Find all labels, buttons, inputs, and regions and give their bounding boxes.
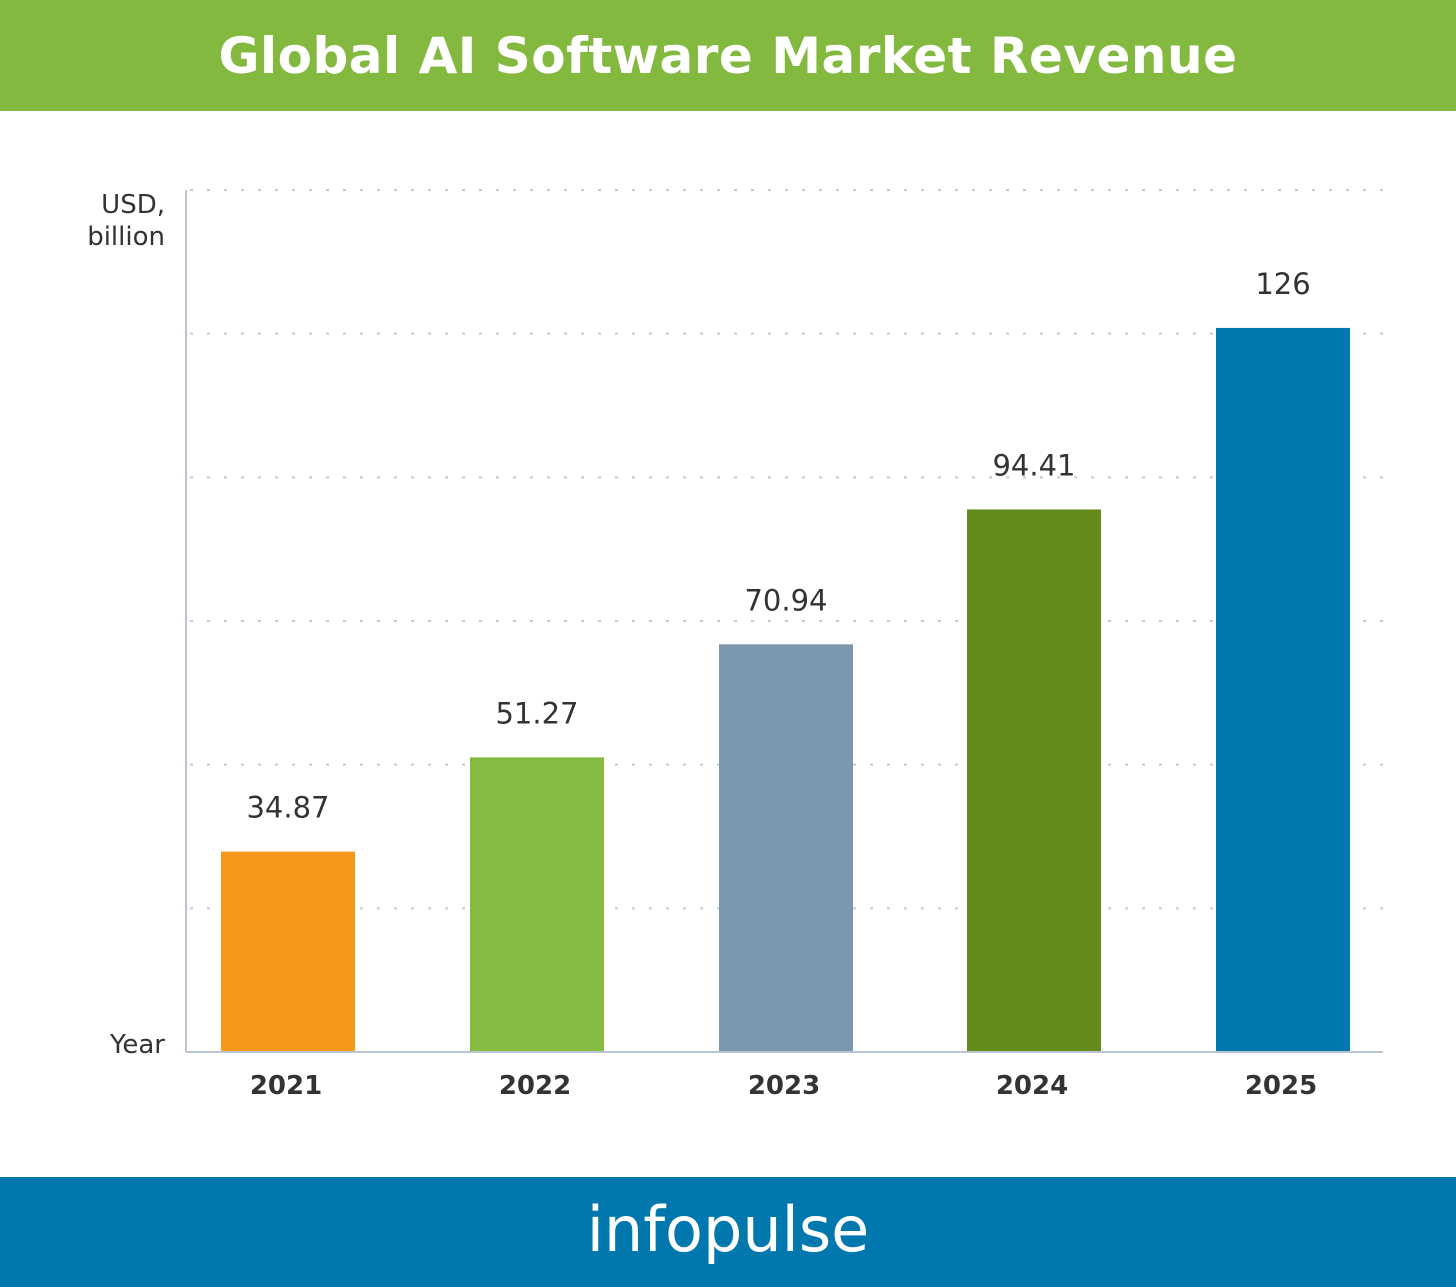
bar-2025 <box>1216 327 1350 1052</box>
value-label-2021: 34.87 <box>246 791 329 825</box>
x-tick-label-2024: 2024 <box>996 1071 1068 1101</box>
value-label-2024: 94.41 <box>992 448 1075 482</box>
infopulse-logo: infopulse <box>586 1192 870 1266</box>
value-label-2022: 51.27 <box>495 696 578 730</box>
footer-banner: infopulse <box>0 1177 1456 1287</box>
x-tick-label-2025: 2025 <box>1245 1071 1317 1101</box>
title-banner: Global AI Software Market Revenue <box>0 0 1456 111</box>
chart-title: Global AI Software Market Revenue <box>218 26 1238 85</box>
x-axis-label: Year <box>109 1030 165 1060</box>
x-tick-label-2023: 2023 <box>748 1071 820 1101</box>
bar-2021 <box>221 851 355 1052</box>
x-tick-label-2022: 2022 <box>499 1071 571 1101</box>
y-axis-label-line1: USD, <box>101 190 165 220</box>
x-tick-label-2021: 2021 <box>250 1071 322 1101</box>
bars <box>221 327 1350 1052</box>
value-label-2023: 70.94 <box>744 583 827 617</box>
y-axis-label-line2: billion <box>87 222 165 252</box>
value-label-2025: 126 <box>1255 267 1310 301</box>
bar-2023 <box>719 644 853 1052</box>
bar-2022 <box>470 757 604 1052</box>
bar-2024 <box>967 509 1101 1052</box>
